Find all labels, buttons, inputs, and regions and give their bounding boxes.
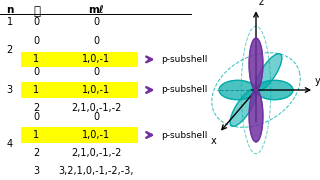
FancyBboxPatch shape [21, 82, 138, 98]
Text: 2: 2 [6, 45, 13, 55]
Text: 0: 0 [93, 17, 99, 27]
Text: 1: 1 [6, 17, 13, 27]
Text: p-subshell: p-subshell [161, 55, 208, 64]
Text: p-subshell: p-subshell [161, 86, 208, 94]
Text: 0: 0 [33, 17, 40, 27]
Text: 1: 1 [33, 54, 40, 64]
Text: 0: 0 [33, 67, 40, 77]
Text: 1,0,-1: 1,0,-1 [82, 130, 110, 140]
Text: 0: 0 [93, 36, 99, 46]
Text: 2,1,0,-1,-2: 2,1,0,-1,-2 [71, 103, 121, 113]
Text: 0: 0 [33, 112, 40, 122]
Text: 1,0,-1: 1,0,-1 [82, 54, 110, 64]
Text: 3: 3 [6, 85, 13, 95]
Text: n: n [6, 5, 13, 15]
Text: ℓ: ℓ [33, 5, 40, 18]
Text: z: z [259, 0, 264, 7]
Text: 3: 3 [33, 166, 40, 176]
Text: 2: 2 [33, 148, 40, 158]
Text: mℓ: mℓ [88, 5, 104, 15]
Text: 1: 1 [33, 85, 40, 95]
Text: 4: 4 [6, 139, 13, 149]
Text: 1: 1 [33, 130, 40, 140]
Text: 2: 2 [33, 103, 40, 113]
Polygon shape [219, 80, 293, 100]
FancyBboxPatch shape [21, 127, 138, 143]
Text: 0: 0 [33, 36, 40, 46]
Text: x: x [211, 136, 217, 146]
Text: p-subshell: p-subshell [161, 130, 208, 140]
Text: 2,1,0,-1,-2: 2,1,0,-1,-2 [71, 148, 121, 158]
Polygon shape [249, 38, 263, 142]
Text: 1,0,-1: 1,0,-1 [82, 85, 110, 95]
FancyBboxPatch shape [21, 52, 138, 67]
Text: 3,2,1,0,-1,-2,-3,: 3,2,1,0,-1,-2,-3, [58, 166, 134, 176]
Text: 0: 0 [93, 67, 99, 77]
Polygon shape [230, 54, 282, 126]
Text: 0: 0 [93, 112, 99, 122]
Text: y: y [315, 76, 320, 86]
